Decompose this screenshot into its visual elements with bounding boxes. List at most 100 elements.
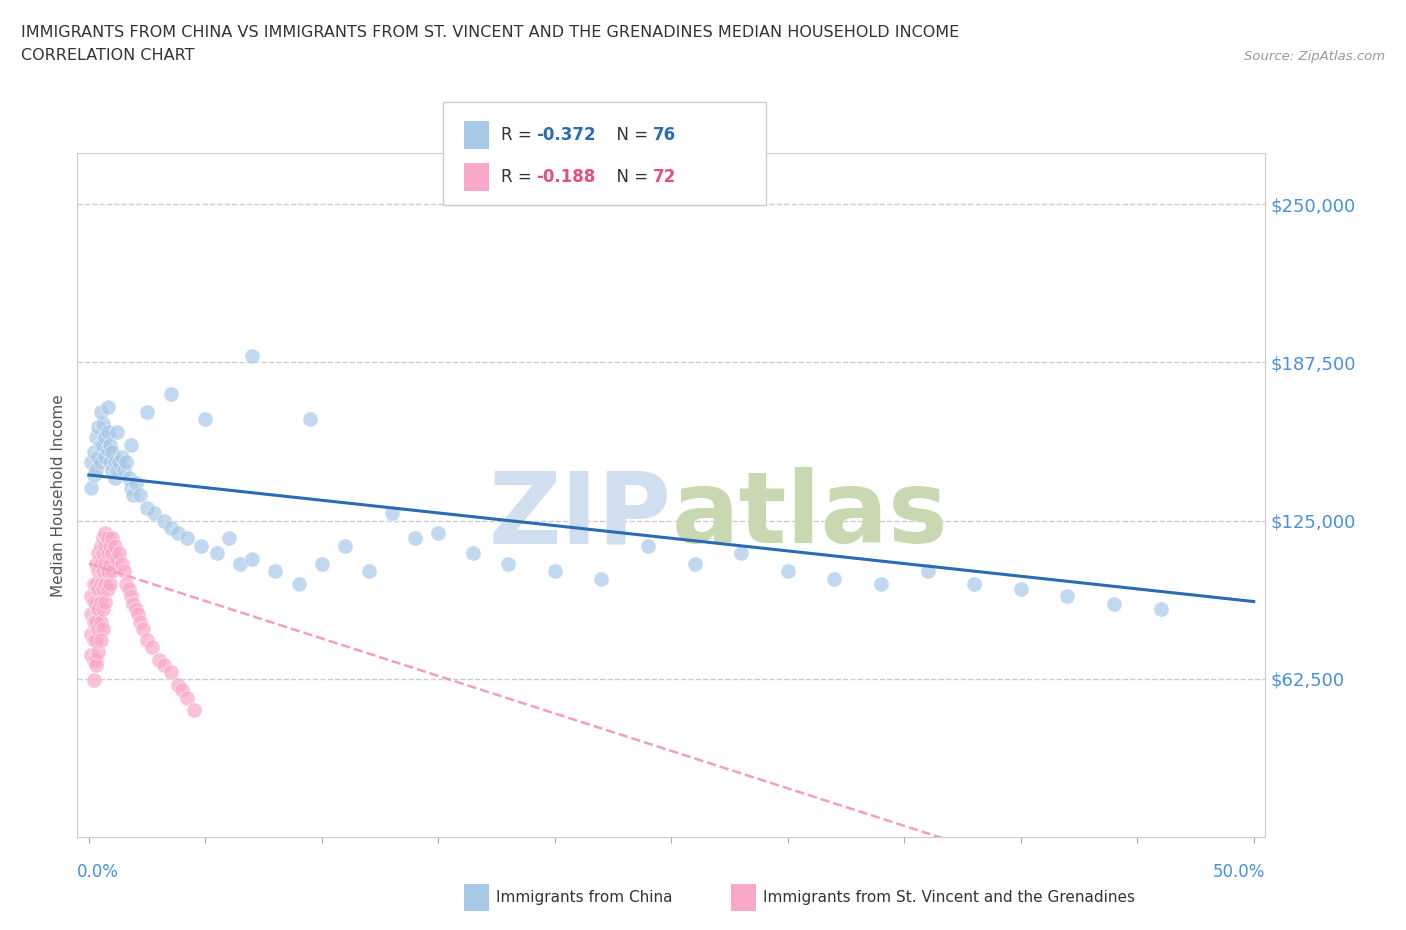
Point bbox=[97, 531, 120, 546]
Point bbox=[90, 538, 112, 553]
Point bbox=[240, 551, 263, 566]
Point bbox=[101, 564, 124, 578]
Point bbox=[87, 564, 110, 578]
Point bbox=[498, 556, 520, 571]
Point bbox=[122, 488, 145, 503]
Point bbox=[101, 445, 124, 459]
Point bbox=[83, 632, 105, 647]
Point bbox=[311, 556, 333, 571]
Point bbox=[194, 412, 217, 427]
Point bbox=[97, 424, 120, 439]
Point bbox=[83, 468, 105, 483]
Point bbox=[87, 450, 110, 465]
Text: Immigrants from China: Immigrants from China bbox=[496, 890, 673, 905]
Point bbox=[98, 538, 121, 553]
Text: 50.0%: 50.0% bbox=[1213, 863, 1265, 881]
Point bbox=[91, 437, 114, 452]
Text: -0.188: -0.188 bbox=[536, 167, 595, 186]
Point bbox=[94, 594, 117, 609]
Point bbox=[87, 581, 110, 596]
Point bbox=[117, 581, 139, 596]
Text: N =: N = bbox=[606, 167, 654, 186]
Point bbox=[110, 450, 132, 465]
Point bbox=[136, 632, 159, 647]
Point bbox=[90, 594, 112, 609]
Point bbox=[83, 445, 105, 459]
Point bbox=[205, 546, 228, 561]
Point bbox=[166, 525, 188, 540]
Point bbox=[591, 571, 613, 586]
Point bbox=[97, 581, 120, 596]
Point bbox=[91, 546, 114, 561]
Point bbox=[90, 577, 112, 591]
Point bbox=[176, 690, 198, 705]
Point bbox=[84, 462, 107, 477]
Text: R =: R = bbox=[501, 167, 537, 186]
Point bbox=[90, 455, 112, 470]
Text: 76: 76 bbox=[652, 126, 675, 144]
Point bbox=[917, 564, 939, 578]
Point bbox=[683, 556, 706, 571]
Text: ZIP: ZIP bbox=[488, 467, 672, 565]
Point bbox=[94, 538, 117, 553]
Point bbox=[240, 349, 263, 364]
Point bbox=[120, 589, 142, 604]
Point bbox=[124, 602, 146, 617]
Point bbox=[105, 424, 128, 439]
Point bbox=[127, 606, 149, 621]
Point bbox=[1056, 589, 1078, 604]
Point bbox=[80, 606, 103, 621]
Point bbox=[124, 475, 146, 490]
Point bbox=[90, 632, 112, 647]
Point bbox=[87, 419, 110, 434]
Point bbox=[159, 521, 181, 536]
Point bbox=[97, 564, 120, 578]
Point bbox=[190, 538, 212, 553]
Point bbox=[87, 644, 110, 659]
Point bbox=[98, 455, 121, 470]
Point bbox=[80, 455, 103, 470]
Point bbox=[84, 658, 107, 672]
Point bbox=[176, 531, 198, 546]
Point bbox=[80, 480, 103, 495]
Point bbox=[115, 577, 138, 591]
Point bbox=[83, 652, 105, 667]
Point bbox=[94, 577, 117, 591]
Text: 72: 72 bbox=[652, 167, 676, 186]
Point bbox=[166, 678, 188, 693]
Point bbox=[105, 462, 128, 477]
Point bbox=[218, 531, 240, 546]
Text: Source: ZipAtlas.com: Source: ZipAtlas.com bbox=[1244, 50, 1385, 63]
Point bbox=[141, 640, 163, 655]
Text: -0.372: -0.372 bbox=[536, 126, 595, 144]
Point bbox=[84, 652, 107, 667]
Text: R =: R = bbox=[501, 126, 537, 144]
Point bbox=[91, 531, 114, 546]
Point bbox=[97, 399, 120, 414]
Point bbox=[83, 615, 105, 630]
Point bbox=[90, 437, 112, 452]
Y-axis label: Median Household Income: Median Household Income bbox=[51, 393, 66, 597]
Point bbox=[80, 647, 103, 662]
Point bbox=[83, 594, 105, 609]
Point bbox=[122, 597, 145, 612]
Point bbox=[823, 571, 845, 586]
Point bbox=[120, 480, 142, 495]
Point bbox=[335, 538, 357, 553]
Point bbox=[110, 556, 132, 571]
Point bbox=[776, 564, 799, 578]
Point bbox=[91, 581, 114, 596]
Point bbox=[98, 577, 121, 591]
Point bbox=[117, 470, 139, 485]
Point bbox=[104, 538, 127, 553]
Point bbox=[427, 525, 450, 540]
Point bbox=[105, 551, 128, 566]
Point bbox=[104, 455, 127, 470]
Point bbox=[143, 506, 166, 521]
Point bbox=[97, 443, 120, 458]
Point bbox=[98, 556, 121, 571]
Point bbox=[129, 488, 152, 503]
Point bbox=[1010, 581, 1032, 596]
Point bbox=[264, 564, 287, 578]
Text: Immigrants from St. Vincent and the Grenadines: Immigrants from St. Vincent and the Gren… bbox=[763, 890, 1136, 905]
